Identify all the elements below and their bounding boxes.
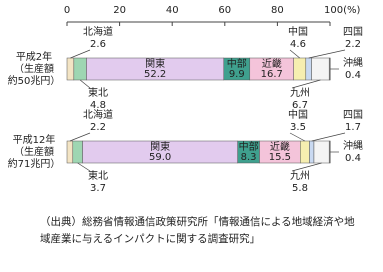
chart: 0 20 40 60 80 100(%)平成2年（生産額約50兆円）北海道2.6東北4.8… xyxy=(8,5,363,194)
data-label: 2.6 xyxy=(90,39,106,50)
segment-name: 中国 xyxy=(288,25,308,38)
leader-line xyxy=(291,79,321,89)
category-note: 約71兆円） xyxy=(8,157,61,170)
segment-name: 九州 xyxy=(290,170,310,182)
data-label: 6.7 xyxy=(292,100,308,111)
data-label: 8.3 xyxy=(241,152,257,163)
segment-name: 東北 xyxy=(88,86,108,99)
bar-segment xyxy=(293,57,307,81)
segment-name: 中部 xyxy=(227,57,247,70)
category-label: 平成2年 xyxy=(16,50,52,63)
data-label: 16.7 xyxy=(261,69,283,80)
segment-name: 関東 xyxy=(150,140,170,153)
x-tick-label: 60 xyxy=(218,5,231,16)
leader-line xyxy=(69,132,91,142)
bar-segment xyxy=(73,57,87,81)
data-label: 4.8 xyxy=(90,100,106,111)
leader-line xyxy=(291,162,322,172)
category-label: 平成12年 xyxy=(13,133,56,146)
segment-name: 四国 xyxy=(343,26,363,38)
category-note: 約50兆円） xyxy=(8,74,61,87)
bar-segment xyxy=(328,57,331,81)
x-tick-label: 100(%) xyxy=(324,5,360,16)
segment-name: 中国 xyxy=(288,108,308,121)
segment-name: 沖縄 xyxy=(343,56,363,69)
leader-line xyxy=(289,49,300,59)
segment-name: 北海道 xyxy=(83,25,113,38)
bar-segment xyxy=(328,140,331,164)
leader-line xyxy=(289,132,306,142)
leader-line xyxy=(308,49,346,59)
category-note: （生産額 xyxy=(14,62,54,75)
bar-segment xyxy=(66,57,75,81)
data-label: 2.2 xyxy=(90,122,106,133)
data-label: 3.7 xyxy=(90,183,106,194)
leader-line xyxy=(70,49,91,59)
leader-line xyxy=(311,132,346,142)
segment-name: 近畿 xyxy=(270,140,290,153)
segment-name: 沖縄 xyxy=(343,139,363,152)
data-label: 9.9 xyxy=(229,69,245,80)
leader-line xyxy=(79,79,91,89)
segment-name: 中部 xyxy=(239,140,259,153)
data-label: 59.0 xyxy=(149,152,171,163)
x-tick-label: 80 xyxy=(271,5,284,16)
x-tick-label: 0 xyxy=(64,5,70,16)
source-note: （出典）総務省情報通信政策研究所「情報通信による地域経済や地域産業に与えるインパ… xyxy=(40,216,355,245)
x-tick-label: 20 xyxy=(113,5,126,16)
data-label: 15.5 xyxy=(269,152,291,163)
bar-segment xyxy=(72,140,83,164)
leader-line xyxy=(77,162,91,172)
bar-segment xyxy=(311,57,330,81)
data-label: 52.2 xyxy=(144,69,166,80)
category-note: （生産額 xyxy=(14,145,54,158)
data-label: 1.7 xyxy=(345,122,361,133)
segment-name: 九州 xyxy=(290,87,310,99)
segment-name: 四国 xyxy=(343,109,363,121)
segment-name: 近畿 xyxy=(262,57,282,70)
x-tick-label: 40 xyxy=(166,5,179,16)
data-label: 0.4 xyxy=(345,70,361,81)
data-label: 5.8 xyxy=(292,183,308,194)
segment-name: 東北 xyxy=(88,169,108,182)
data-label: 3.5 xyxy=(290,122,306,133)
bar-segment xyxy=(66,140,74,164)
bar-segment xyxy=(313,140,330,164)
bar-segment xyxy=(305,57,312,81)
bar-segment xyxy=(300,140,310,164)
bar-segment xyxy=(309,140,315,164)
segment-name: 北海道 xyxy=(83,108,113,121)
data-label: 2.2 xyxy=(345,39,361,50)
segment-name: 関東 xyxy=(145,57,165,70)
data-label: 0.4 xyxy=(345,153,361,164)
data-label: 4.6 xyxy=(290,39,306,50)
